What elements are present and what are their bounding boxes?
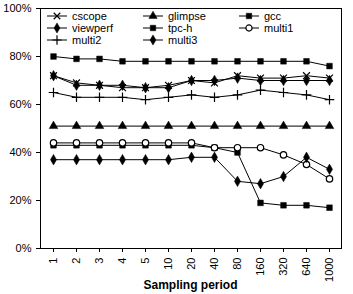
- html-text:tpc-h: tpc-h: [168, 22, 193, 34]
- html-text:multi3: multi3: [168, 34, 198, 46]
- svg-text:1000: 1000: [323, 258, 335, 282]
- html-text:multi1: multi1: [264, 22, 294, 34]
- svg-text:4: 4: [116, 258, 128, 264]
- svg-text:160: 160: [254, 258, 266, 276]
- svg-text:320: 320: [277, 258, 289, 276]
- svg-text:640: 640: [300, 258, 312, 276]
- svg-text:1: 1: [47, 258, 59, 264]
- svg-text:80: 80: [231, 258, 243, 270]
- html-text:gcc: gcc: [264, 10, 282, 22]
- svg-text:80%: 80%: [9, 50, 31, 62]
- svg-text:40: 40: [208, 258, 220, 270]
- html-text:Sampling period: Sampling period: [143, 278, 238, 292]
- html-text:cscope: cscope: [72, 10, 107, 22]
- html-text:viewperf: viewperf: [72, 22, 113, 34]
- svg-text:2: 2: [70, 258, 82, 264]
- svg-text:100%: 100%: [3, 2, 31, 14]
- svg-text:5: 5: [139, 258, 151, 264]
- svg-text:20%: 20%: [9, 194, 31, 206]
- html-text:multi2: multi2: [72, 34, 102, 46]
- svg-text:10: 10: [162, 258, 174, 270]
- svg-text:3: 3: [93, 258, 105, 264]
- svg-text:60%: 60%: [9, 98, 31, 110]
- svg-text:0%: 0%: [16, 242, 32, 254]
- svg-text:40%: 40%: [9, 146, 31, 158]
- svg-text:20: 20: [185, 258, 197, 270]
- html-text:glimpse: glimpse: [168, 10, 206, 22]
